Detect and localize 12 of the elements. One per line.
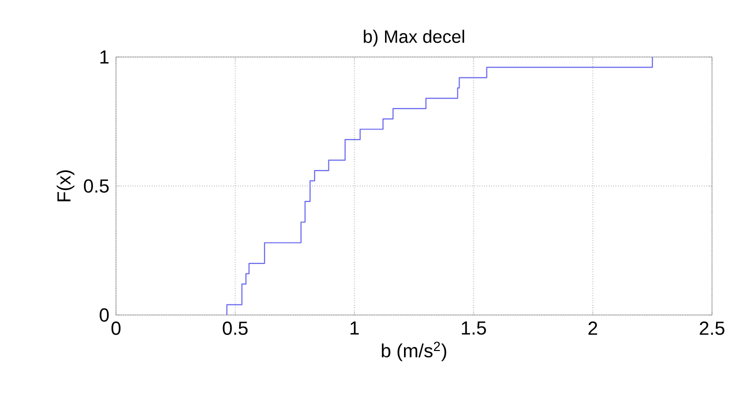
x-tick-label: 2.5 [700, 322, 724, 335]
y-tick-label: 0.5 [84, 179, 109, 193]
x-tick-label: 0.5 [222, 322, 248, 335]
x-tick-label: 1 [350, 322, 359, 335]
x-tick-label: 2 [588, 322, 598, 335]
y-axis-title: F(x) [56, 170, 74, 202]
x-tick-label: 1.5 [462, 322, 486, 335]
x-tick-label: 0 [111, 322, 121, 335]
y-tick-label: 0 [100, 308, 109, 322]
chart-title: b) Max decel [364, 30, 464, 47]
y-tick-label: 1 [100, 50, 109, 64]
x-axis-title: b (m/s$^{2}$) [382, 342, 446, 362]
